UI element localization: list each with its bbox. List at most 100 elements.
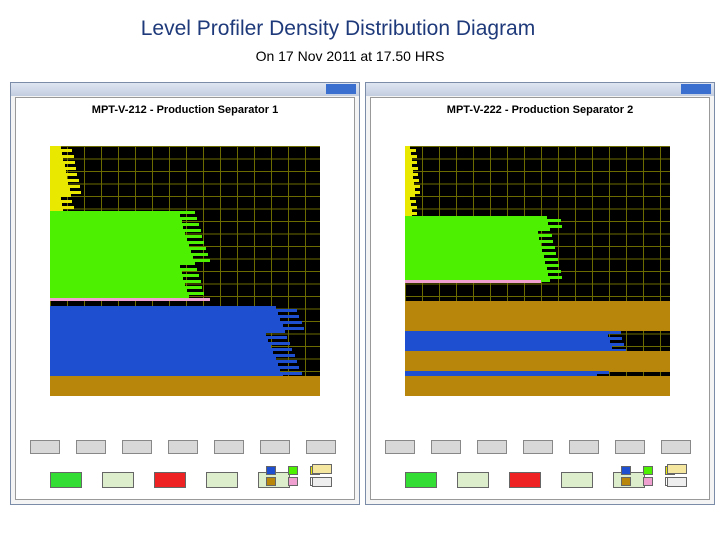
status-button[interactable] <box>102 472 134 488</box>
profile-row <box>405 170 413 173</box>
profile-row <box>50 203 63 206</box>
profile-plot <box>50 146 320 396</box>
profile-row <box>405 231 538 234</box>
profile-row <box>50 394 320 396</box>
legend-swatch <box>266 466 276 475</box>
status-button[interactable] <box>405 472 437 488</box>
profile-row <box>50 306 276 309</box>
profile-row <box>50 211 195 214</box>
toolbar-button[interactable] <box>260 440 290 454</box>
profile-row <box>405 197 411 200</box>
toolbar-button[interactable] <box>615 440 645 454</box>
profile-row <box>50 312 278 315</box>
profile-row <box>405 385 670 388</box>
profile-row <box>405 146 411 149</box>
profile-row <box>50 200 73 203</box>
legend-swatch <box>621 466 631 475</box>
profile-row <box>50 298 210 301</box>
action-button[interactable] <box>667 477 687 487</box>
profile-row <box>50 295 190 298</box>
toolbar-button[interactable] <box>168 440 198 454</box>
toolbar-button[interactable] <box>76 440 106 454</box>
profile-row <box>405 212 418 215</box>
profile-row <box>50 354 295 357</box>
profile-row <box>405 161 418 164</box>
profile-row <box>405 313 670 316</box>
profile-row <box>50 247 207 250</box>
status-button[interactable] <box>50 472 82 488</box>
profile-row <box>405 325 670 328</box>
profile-row <box>50 146 61 149</box>
profile-row <box>50 376 320 379</box>
profile-row <box>50 238 188 241</box>
legend-swatch <box>643 477 653 486</box>
profile-row <box>50 366 300 369</box>
profile-row <box>50 149 73 152</box>
profile-row <box>50 360 297 363</box>
profile-row <box>405 280 541 283</box>
profile-row <box>405 301 670 304</box>
profile-row <box>405 343 624 346</box>
profile-row <box>405 164 413 167</box>
profile-row <box>50 318 281 321</box>
profile-row <box>405 334 609 337</box>
status-button[interactable] <box>509 472 541 488</box>
status-button[interactable] <box>154 472 186 488</box>
toolbar-button[interactable] <box>30 440 60 454</box>
profile-row <box>50 277 184 280</box>
profile-row <box>50 336 288 339</box>
toolbar-button[interactable] <box>214 440 244 454</box>
profile-row <box>405 394 670 396</box>
profile-row <box>50 283 186 286</box>
profile-row <box>50 191 82 194</box>
profile-row <box>405 173 419 176</box>
profile-row <box>50 271 182 274</box>
profile-row <box>405 360 670 363</box>
profile-row <box>405 267 547 270</box>
profile-row <box>405 258 558 261</box>
toolbar-button[interactable] <box>122 440 152 454</box>
profile-row <box>50 274 199 277</box>
profile-row <box>405 346 612 349</box>
profile-row <box>50 188 70 191</box>
profile-plot <box>405 146 670 396</box>
profile-row <box>50 197 61 200</box>
profile-row <box>50 253 209 256</box>
profile-row <box>50 235 203 238</box>
profile-row <box>50 226 184 229</box>
profile-row <box>405 376 670 379</box>
slide-title: Level Profiler Density Distribution Diag… <box>140 17 536 40</box>
profile-row <box>405 225 563 228</box>
status-button[interactable] <box>457 472 489 488</box>
toolbar-button[interactable] <box>477 440 507 454</box>
action-button[interactable] <box>312 464 332 474</box>
profile-row <box>405 382 670 385</box>
profile-row <box>405 273 549 276</box>
profile-row <box>405 158 412 161</box>
profile-row <box>50 339 269 342</box>
toolbar-button[interactable] <box>306 440 336 454</box>
status-button[interactable] <box>561 472 593 488</box>
profile-row <box>50 363 278 366</box>
window-controls[interactable] <box>326 84 356 94</box>
status-button[interactable] <box>206 472 238 488</box>
toolbar-button[interactable] <box>385 440 415 454</box>
action-button[interactable] <box>312 477 332 487</box>
slide-subtitle: On 17 Nov 2011 at 17.50 HRS <box>255 48 445 64</box>
profile-row <box>50 223 199 226</box>
profile-row <box>50 209 64 212</box>
toolbar-button[interactable] <box>661 440 691 454</box>
profile-row <box>405 304 670 307</box>
profile-row <box>50 155 74 158</box>
toolbar-button[interactable] <box>431 440 461 454</box>
toolbar-button[interactable] <box>569 440 599 454</box>
chart-title: MPT-V-222 - Production Separator 2 <box>446 104 634 116</box>
window-controls[interactable] <box>681 84 711 94</box>
toolbar-button[interactable] <box>523 440 553 454</box>
title-bar <box>11 83 359 96</box>
profile-row <box>405 369 670 372</box>
profile-row <box>405 374 597 377</box>
action-button[interactable] <box>667 464 687 474</box>
profile-row <box>405 270 561 273</box>
profile-row <box>405 191 421 194</box>
